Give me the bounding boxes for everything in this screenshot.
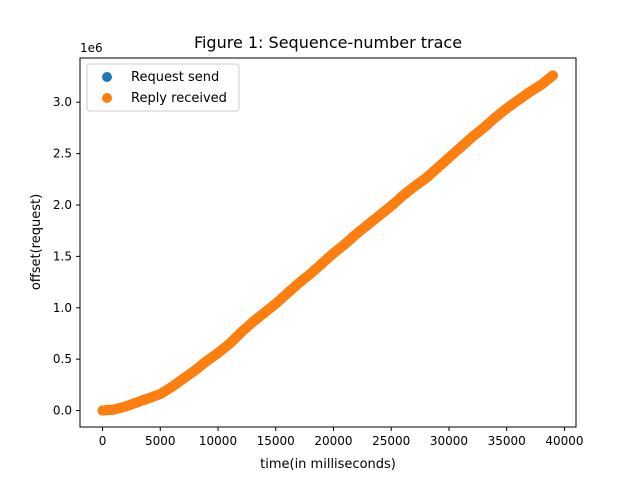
y-tick-label: 1.0 [53, 301, 72, 315]
y-axis-ticks: 0.0 0.5 1.0 1.5 2.0 2.5 3.0 [53, 95, 80, 418]
y-tick-label: 3.0 [53, 95, 72, 109]
x-tick-label: 0 [99, 434, 107, 448]
y-tick-label: 0.5 [53, 352, 72, 366]
legend-label-request-send: Request send [131, 70, 219, 85]
x-axis-label: time(in milliseconds) [260, 457, 396, 472]
x-tick-label: 5000 [145, 434, 176, 448]
x-tick-label: 35000 [488, 434, 526, 448]
x-tick-label: 20000 [314, 434, 352, 448]
legend-swatch-request-send [102, 72, 112, 82]
legend: Request send Reply received [86, 63, 240, 112]
y-axis-label: offset(request) [29, 194, 44, 290]
y-offset-text: 1e6 [80, 41, 103, 55]
series-reply-received [97, 70, 558, 416]
x-tick-label: 25000 [372, 434, 410, 448]
y-tick-label: 2.5 [53, 147, 72, 161]
y-tick-label: 2.0 [53, 198, 72, 212]
chart-title: Figure 1: Sequence-number trace [194, 33, 462, 52]
data-point [547, 70, 558, 81]
x-axis-ticks: 0 5000 10000 15000 20000 25000 30000 35000 40000 [99, 427, 584, 448]
x-tick-label: 30000 [430, 434, 468, 448]
legend-label-reply-received: Reply received [131, 91, 227, 106]
y-tick-label: 0.0 [53, 404, 72, 418]
x-tick-label: 10000 [199, 434, 237, 448]
plot-points [97, 70, 558, 416]
legend-box [86, 63, 240, 112]
y-tick-label: 1.5 [53, 249, 72, 263]
plot-frame [79, 57, 577, 428]
legend-swatch-reply-received [102, 93, 112, 103]
x-tick-label: 40000 [545, 434, 583, 448]
x-tick-label: 15000 [257, 434, 295, 448]
